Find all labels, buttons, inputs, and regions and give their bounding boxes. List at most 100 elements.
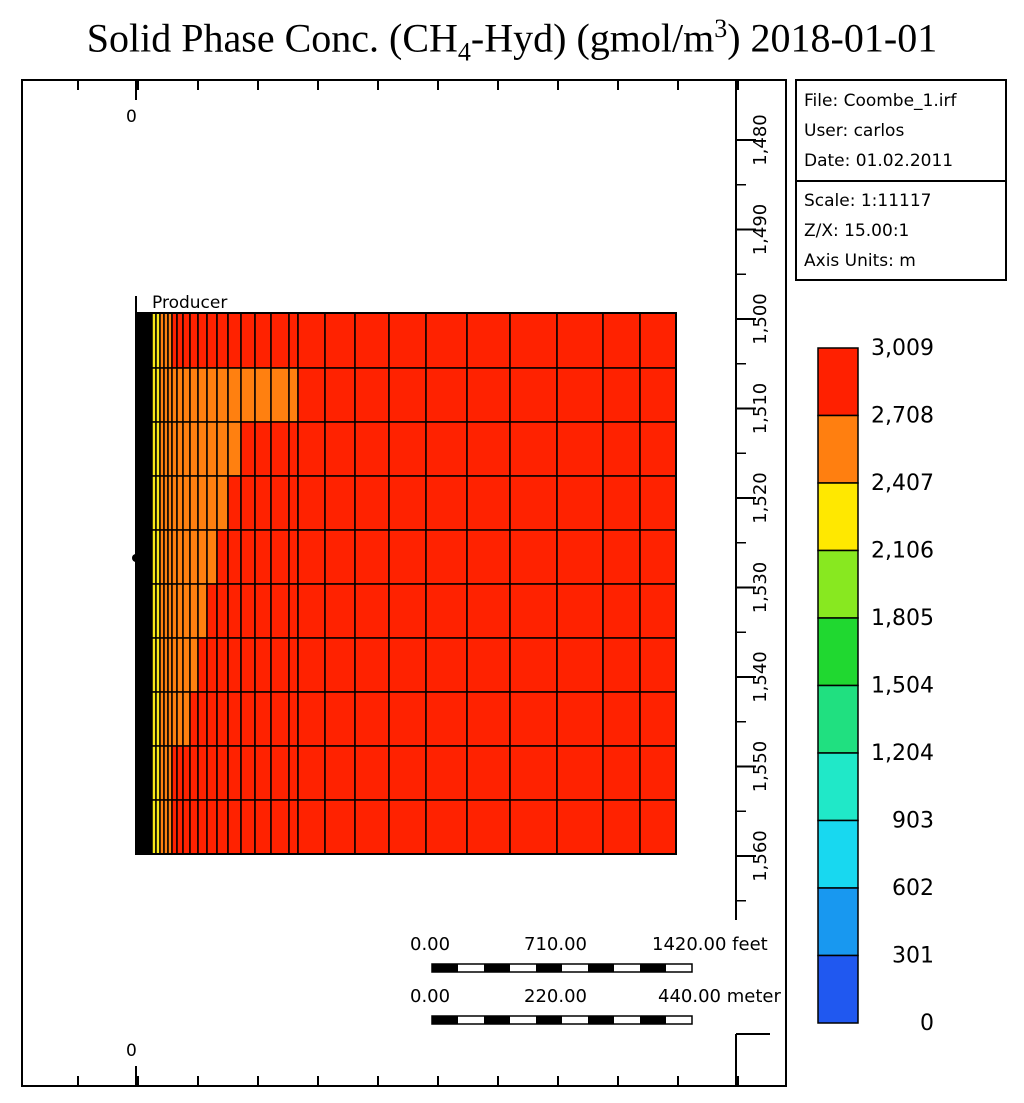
legend-label: 1,504 [871, 674, 934, 699]
grid-cell [509, 529, 558, 585]
title-suffix: ) 2018-01-01 [727, 15, 938, 61]
grid-cell [240, 583, 256, 639]
depth-axis-tick-label: 1,480 [750, 114, 771, 166]
grid-cell [556, 637, 604, 693]
grid-cell [254, 529, 272, 585]
info-box: File: Coombe_1.irf User: carlos Date: 01… [795, 79, 1007, 281]
grid-cell [602, 691, 641, 747]
scale-bar-segment [432, 1016, 458, 1024]
grid-cell [216, 312, 229, 369]
grid-cell [240, 745, 256, 801]
info-units: Axis Units: m [804, 251, 916, 271]
grid-cell [254, 799, 272, 855]
grid-cell [425, 529, 468, 585]
depth-axis-tick-label: 1,490 [750, 204, 771, 256]
depth-axis-tick-label: 1,520 [750, 472, 771, 524]
well-perforation-dot [132, 554, 140, 562]
legend-swatch [817, 482, 859, 552]
grid-cell [254, 475, 272, 531]
scale-bar-segment [484, 1016, 510, 1024]
grid-cell [206, 475, 218, 531]
grid-cell [254, 583, 272, 639]
grid-cell [189, 799, 199, 855]
grid-cell [288, 475, 299, 531]
grid-cell [388, 475, 427, 531]
grid-cell [639, 529, 677, 585]
grid-cell [639, 583, 677, 639]
grid-cell [270, 745, 290, 801]
legend-label: 2,708 [871, 404, 934, 429]
grid-cell [509, 475, 558, 531]
grid-cell [288, 583, 299, 639]
info-file: File: Coombe_1.irf [804, 91, 957, 111]
grid-cell [270, 637, 290, 693]
legend-label: 1,805 [871, 606, 934, 631]
scale-meter-2: 440.00 meter [658, 986, 781, 1007]
grid-cell [324, 421, 356, 477]
grid-cell [425, 421, 468, 477]
grid-cell [254, 691, 272, 747]
grid-cell [602, 799, 641, 855]
grid-cell [227, 583, 242, 639]
grid-cell [270, 475, 290, 531]
grid-cell [227, 367, 242, 423]
grid-cell [270, 312, 290, 369]
grid-cell [189, 475, 199, 531]
scale-meter-0: 0.00 [410, 986, 450, 1007]
legend-swatch [817, 752, 859, 822]
grid-cell [556, 583, 604, 639]
grid-cell [388, 745, 427, 801]
grid-cell [227, 691, 242, 747]
scale-bar-feet [431, 963, 693, 973]
grid-cell [182, 367, 191, 423]
grid-cell [216, 637, 229, 693]
scale-bar-segment [432, 964, 458, 972]
grid-cell [182, 529, 191, 585]
grid-cell [354, 637, 390, 693]
scale-bar: 0.00 710.00 1420.00 feet 0.00 220.00 440… [410, 934, 781, 1025]
grid-cell [509, 637, 558, 693]
grid-cell [270, 799, 290, 855]
grid-cell [324, 475, 356, 531]
grid-cell [176, 367, 184, 423]
grid-cell [288, 799, 299, 855]
grid-cell [297, 421, 326, 477]
grid-cell [354, 799, 390, 855]
grid-cell [466, 745, 511, 801]
grid-cell [602, 529, 641, 585]
chart-title: Solid Phase Conc. (CH4-Hyd) (gmol/m3) 20… [0, 14, 1024, 67]
grid-cell [466, 799, 511, 855]
grid-cell [324, 799, 356, 855]
grid-cell [206, 421, 218, 477]
grid-cell [197, 367, 208, 423]
grid-cell [425, 583, 468, 639]
grid-cell [354, 421, 390, 477]
grid-cell [240, 475, 256, 531]
well-column [136, 313, 152, 854]
grid-cell [509, 691, 558, 747]
grid-cell [270, 691, 290, 747]
grid-cell [354, 475, 390, 531]
grid-cell [182, 421, 191, 477]
frame-zero-top: 0 [126, 107, 137, 127]
grid-cell [466, 367, 511, 423]
grid-cell [197, 583, 208, 639]
grid-cell [240, 312, 256, 369]
legend-label: 2,106 [871, 539, 934, 564]
grid-cell [425, 799, 468, 855]
depth-axis-tick-label: 1,540 [750, 651, 771, 703]
grid-cell [354, 312, 390, 369]
grid-cell [254, 745, 272, 801]
grid-cell [288, 745, 299, 801]
grid-cell [270, 529, 290, 585]
scale-feet-0: 0.00 [410, 934, 450, 955]
grid-cell [388, 583, 427, 639]
grid-cell [425, 312, 468, 369]
grid-cell [388, 637, 427, 693]
grid-cell [425, 745, 468, 801]
grid-cell [206, 529, 218, 585]
grid-cell [466, 637, 511, 693]
grid-cell [324, 637, 356, 693]
grid-cell [176, 583, 184, 639]
grid-cell [509, 799, 558, 855]
